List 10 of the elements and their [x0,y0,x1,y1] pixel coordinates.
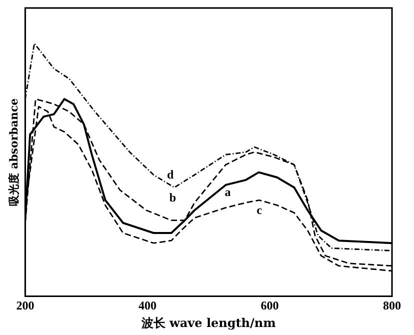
x-axis-title: 波长 wave length/nm [140,316,276,330]
x-tick-label: 400 [138,298,156,312]
annotation: a [224,185,231,200]
annotation: b [169,190,176,204]
x-tick-label: 600 [260,298,279,312]
annotation: d [167,168,174,182]
y-axis-title: 吸光度 absorbance [7,98,20,206]
x-tick-label: 800 [383,298,401,312]
annotation: c [256,203,263,218]
x-tick-label: 200 [16,298,34,312]
